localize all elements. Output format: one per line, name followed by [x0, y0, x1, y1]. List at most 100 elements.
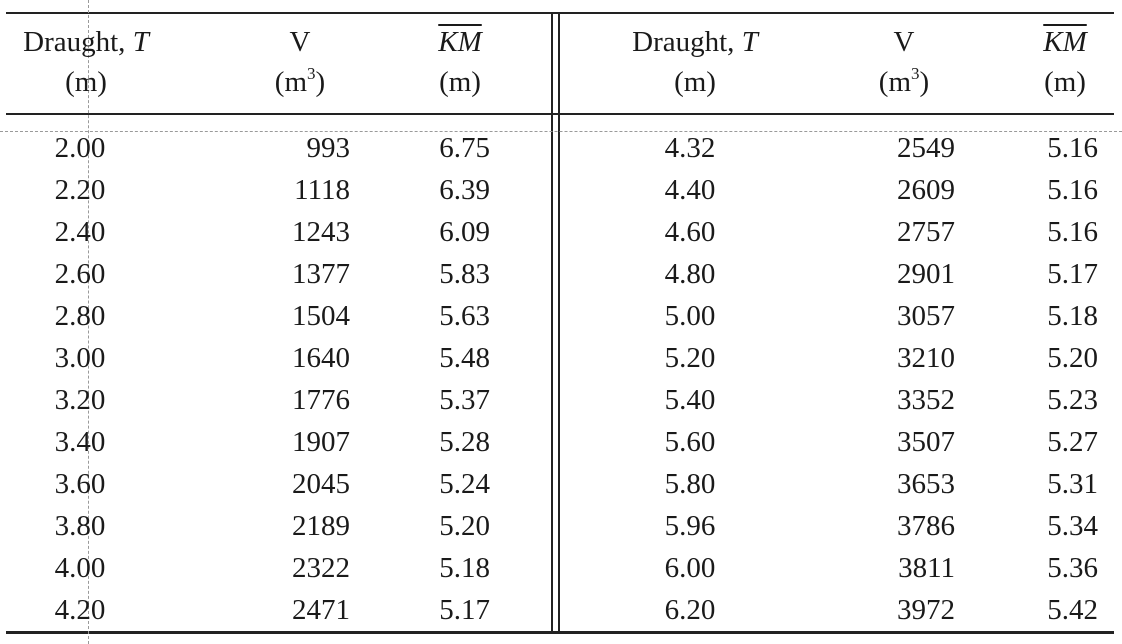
km-cell: 6.09 — [439, 216, 490, 248]
draught-cell: 4.80 — [664, 258, 716, 290]
draught-cell: 5.20 — [664, 342, 716, 374]
draught-cell: 5.60 — [664, 426, 716, 458]
km-cell: 5.23 — [1047, 384, 1098, 416]
draught-cell: 3.80 — [54, 510, 106, 542]
volume-cell: 3210 — [897, 342, 955, 374]
table-row: 2.40 1243 6.09 4.60 2757 5.16 — [0, 211, 1122, 253]
header-volume-unit-close: ) — [315, 66, 326, 98]
draught-cell: 4.40 — [664, 174, 716, 206]
header-draught-var: T — [741, 26, 758, 58]
km-cell: 5.83 — [439, 258, 490, 290]
km-cell: 5.17 — [1047, 258, 1098, 290]
header-volume-right: V (m3) — [834, 22, 974, 102]
km-cell: 5.18 — [439, 552, 490, 584]
draught-cell: 5.40 — [664, 384, 716, 416]
volume-cell: 1377 — [292, 258, 350, 290]
volume-cell: 3057 — [897, 300, 955, 332]
volume-cell: 1776 — [292, 384, 350, 416]
volume-cell: 1118 — [294, 174, 350, 206]
header-draught-left: Draught, T (m) — [6, 22, 166, 102]
volume-cell: 2609 — [897, 174, 955, 206]
volume-cell: 2757 — [897, 216, 955, 248]
volume-cell: 1640 — [292, 342, 350, 374]
table-column-divider-right — [558, 12, 560, 634]
header-km-symbol: KM — [1043, 26, 1087, 58]
header-volume-unit: (m — [274, 66, 308, 98]
km-cell: 6.39 — [439, 174, 490, 206]
header-volume-label: V — [289, 26, 311, 58]
volume-cell: 2901 — [897, 258, 955, 290]
draught-cell: 3.40 — [54, 426, 106, 458]
table-row: 2.00 993 6.75 4.32 2549 5.16 — [0, 127, 1122, 169]
table-bottom-rule — [6, 631, 1114, 634]
draught-cell: 3.20 — [54, 384, 106, 416]
draught-cell: 2.60 — [54, 258, 106, 290]
km-cell: 5.31 — [1047, 468, 1098, 500]
km-cell: 5.16 — [1047, 216, 1098, 248]
table-row: 3.80 2189 5.20 5.96 3786 5.34 — [0, 505, 1122, 547]
draught-cell: 5.00 — [664, 300, 716, 332]
km-cell: 5.16 — [1047, 132, 1098, 164]
volume-cell: 3352 — [897, 384, 955, 416]
km-cell: 5.34 — [1047, 510, 1098, 542]
draught-cell: 4.32 — [664, 132, 716, 164]
km-cell: 5.37 — [439, 384, 490, 416]
table-row: 4.20 2471 5.17 6.20 3972 5.42 — [0, 589, 1122, 631]
draught-cell: 2.80 — [54, 300, 106, 332]
volume-cell: 993 — [306, 132, 351, 164]
km-cell: 5.20 — [439, 510, 490, 542]
table-row: 2.80 1504 5.63 5.00 3057 5.18 — [0, 295, 1122, 337]
header-km-left: KM (m) — [400, 22, 520, 102]
volume-cell: 1504 — [292, 300, 350, 332]
volume-cell: 1907 — [292, 426, 350, 458]
km-cell: 5.36 — [1047, 552, 1098, 584]
table-row: 3.60 2045 5.24 5.80 3653 5.31 — [0, 463, 1122, 505]
header-draught-unit: (m) — [674, 66, 716, 98]
km-cell: 6.75 — [439, 132, 490, 164]
volume-cell: 2471 — [292, 594, 350, 626]
km-cell: 5.17 — [439, 594, 490, 626]
header-draught-label: Draught, — [23, 26, 133, 58]
scan-guide-vertical — [88, 0, 89, 644]
table-row: 3.00 1640 5.48 5.20 3210 5.20 — [0, 337, 1122, 379]
draught-cell: 6.20 — [664, 594, 716, 626]
volume-cell: 1243 — [292, 216, 350, 248]
header-draught-label: Draught, — [632, 26, 742, 58]
km-cell: 5.63 — [439, 300, 490, 332]
volume-cell: 3653 — [897, 468, 955, 500]
km-cell: 5.48 — [439, 342, 490, 374]
draught-cell: 2.00 — [54, 132, 106, 164]
header-volume-unit: (m — [878, 66, 912, 98]
volume-cell: 3786 — [897, 510, 955, 542]
draught-cell: 4.00 — [54, 552, 106, 584]
volume-cell: 2549 — [897, 132, 955, 164]
draught-cell: 4.20 — [54, 594, 106, 626]
draught-cell: 2.20 — [54, 174, 106, 206]
header-volume-unit-close: ) — [919, 66, 930, 98]
header-draught-var: T — [132, 26, 149, 58]
table-header-rule — [6, 113, 1114, 115]
km-cell: 5.28 — [439, 426, 490, 458]
table-top-rule — [6, 12, 1114, 14]
km-cell: 5.27 — [1047, 426, 1098, 458]
draught-cell: 4.60 — [664, 216, 716, 248]
volume-cell: 2189 — [292, 510, 350, 542]
km-cell: 5.24 — [439, 468, 490, 500]
header-volume-unit-exponent: 3 — [911, 64, 920, 83]
header-volume-unit-exponent: 3 — [307, 64, 316, 83]
scan-guide-horizontal — [0, 131, 1122, 132]
draught-cell: 3.00 — [54, 342, 106, 374]
draught-cell: 5.96 — [664, 510, 716, 542]
draught-cell: 6.00 — [664, 552, 716, 584]
volume-cell: 3972 — [897, 594, 955, 626]
table-row: 3.40 1907 5.28 5.60 3507 5.27 — [0, 421, 1122, 463]
header-volume-label: V — [893, 26, 915, 58]
volume-cell: 2045 — [292, 468, 350, 500]
volume-cell: 3811 — [898, 552, 955, 584]
table-row: 4.00 2322 5.18 6.00 3811 5.36 — [0, 547, 1122, 589]
header-volume-left: V (m3) — [230, 22, 370, 102]
header-draught-right: Draught, T (m) — [610, 22, 780, 102]
volume-cell: 3507 — [897, 426, 955, 458]
header-km-unit: (m) — [1044, 66, 1086, 98]
